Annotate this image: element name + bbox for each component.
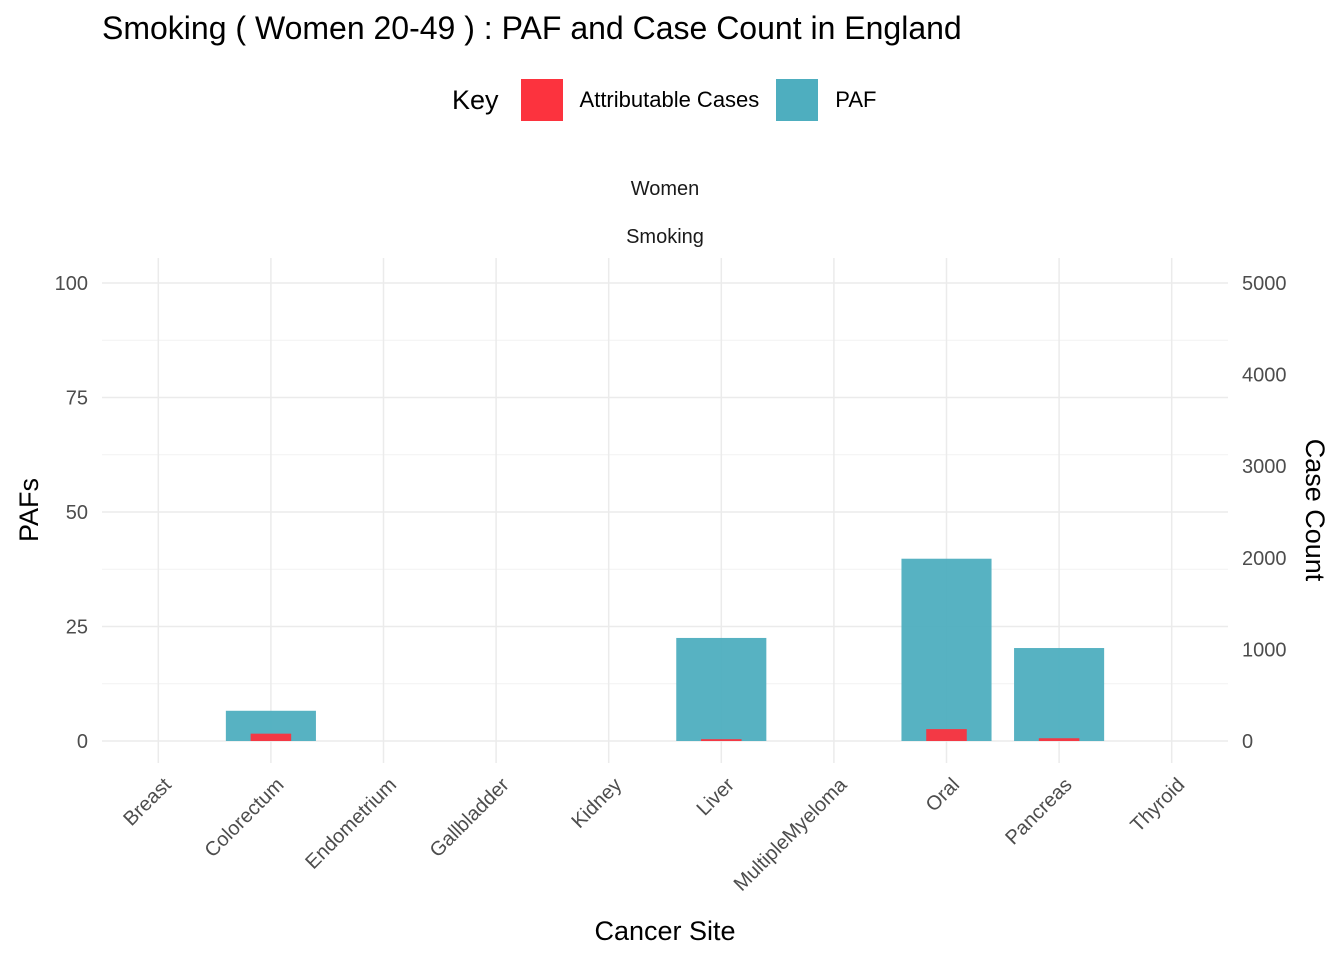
y-tick-label: 25: [66, 617, 88, 639]
y-right-tick-label: 3000: [1242, 456, 1287, 478]
x-tick-label: Oral: [922, 774, 964, 816]
legend-title: Key: [452, 84, 499, 115]
x-axis-title: Cancer Site: [594, 916, 735, 946]
y-tick-label: 50: [66, 502, 88, 524]
x-tick-label: Gallbladder: [426, 774, 514, 862]
x-tick-label: Pancreas: [1001, 774, 1076, 849]
y-right-tick-label: 4000: [1242, 365, 1287, 387]
x-tick-label: Breast: [119, 774, 176, 831]
y-right-tick-label: 0: [1242, 731, 1253, 753]
bar-paf-oral: [901, 558, 992, 741]
y-right-tick-label: 1000: [1242, 639, 1287, 661]
chart-title: Smoking ( Women 20-49 ) : PAF and Case C…: [102, 10, 962, 46]
legend-swatch-paf: [776, 79, 819, 121]
y-tick-label: 75: [66, 388, 88, 410]
legend-label-paf: PAF: [835, 87, 877, 112]
bar-paf-pancreas: [1014, 648, 1105, 741]
y-right-axis-title: Case Count: [1300, 439, 1330, 582]
facet-strip-risk-factor: Smoking: [626, 226, 704, 248]
y-tick-label: 100: [55, 273, 88, 295]
legend-swatch-attributable-cases: [520, 79, 563, 121]
x-tick-label: Endometrium: [301, 774, 401, 874]
bar-cases-pancreas: [1038, 738, 1080, 741]
y-tick-label: 0: [77, 731, 88, 753]
x-tick-label: Colorectum: [201, 774, 289, 862]
legend-label-attributable-cases: Attributable Cases: [579, 87, 760, 112]
x-tick-label: Liver: [693, 774, 739, 820]
x-tick-label: Thyroid: [1127, 774, 1190, 837]
y-right-tick-label: 5000: [1242, 273, 1287, 295]
y-right-tick-label: 2000: [1242, 548, 1287, 570]
bar-cases-colorectum: [250, 733, 292, 741]
legend: Key Attributable Cases PAF: [452, 78, 893, 122]
facet-strip-sex: Women: [630, 178, 700, 200]
bar-cases-liver: [701, 739, 742, 741]
x-tick-label: MultipleMyeloma: [730, 773, 852, 895]
bar-cases-oral: [926, 729, 967, 741]
y-axis-title: PAFs: [14, 478, 44, 542]
bar-paf-liver: [676, 637, 767, 741]
x-tick-label: Kidney: [567, 774, 626, 833]
